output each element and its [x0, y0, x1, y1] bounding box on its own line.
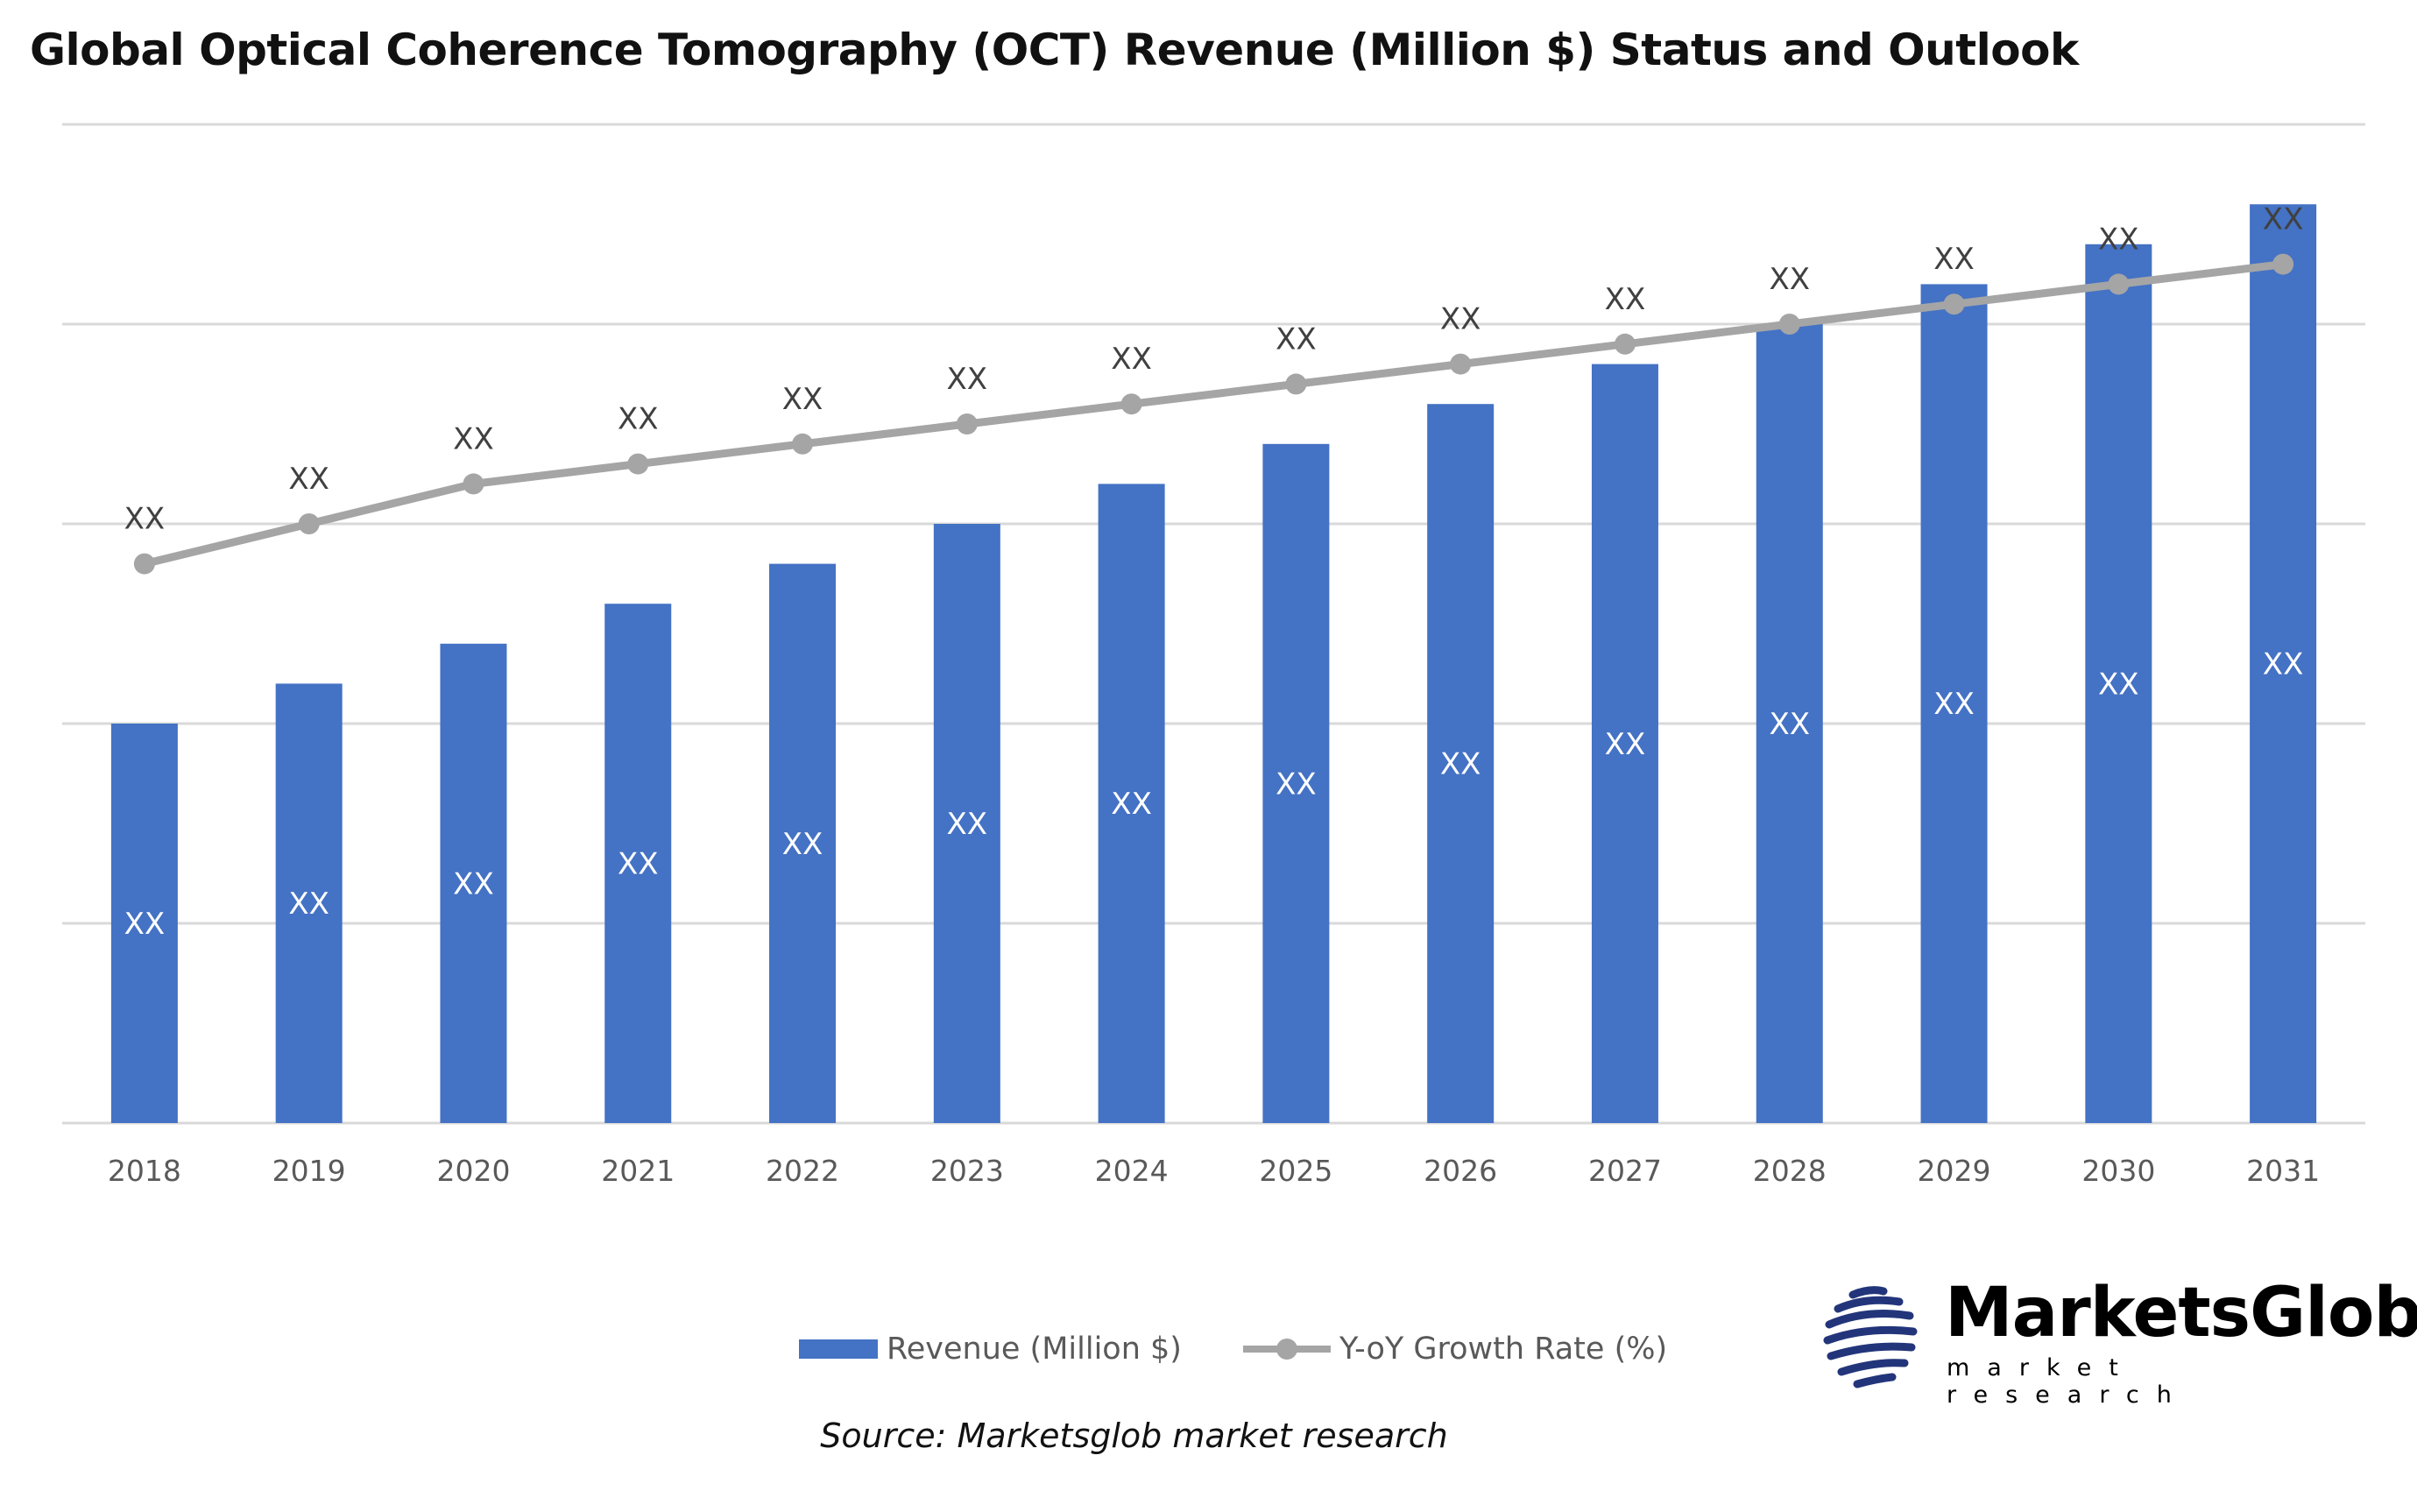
growth-point-2030 [2108, 273, 2130, 295]
legend-swatch-bar [799, 1339, 878, 1359]
bar-data-label: XX [1276, 767, 1317, 802]
bar-data-label: XX [1440, 747, 1481, 782]
bar-data-label: XX [618, 847, 659, 882]
x-tick-label: 2021 [601, 1154, 675, 1188]
x-tick-label: 2018 [108, 1154, 181, 1188]
bar-2018 [110, 724, 178, 1123]
growth-point-2022 [792, 433, 814, 455]
bar-data-label: XX [1605, 727, 1646, 762]
x-tick-label: 2029 [1918, 1154, 1991, 1188]
x-tick-label: 2025 [1259, 1154, 1332, 1188]
bar-2022 [769, 563, 837, 1123]
bar-2020 [440, 643, 507, 1123]
bar-data-label: XX [288, 887, 329, 922]
bar-2026 [1427, 404, 1495, 1123]
source-note: Source: Marketsglob market research [820, 1417, 1448, 1455]
line-data-label: XX [1276, 321, 1317, 357]
x-tick-label: 2019 [272, 1154, 346, 1188]
bar-2031 [2250, 204, 2317, 1124]
growth-point-2018 [133, 553, 155, 575]
x-tick-label: 2031 [2246, 1154, 2320, 1188]
bar-data-label: XX [2098, 667, 2139, 702]
x-tick-label: 2028 [1753, 1154, 1827, 1188]
bar-2023 [933, 524, 1000, 1123]
bar-2019 [275, 683, 343, 1123]
bar-2027 [1591, 364, 1658, 1124]
bar-data-label: XX [453, 866, 494, 901]
line-data-label: XX [1111, 342, 1152, 377]
bar-2021 [604, 604, 672, 1123]
bar-2028 [1756, 324, 1823, 1123]
line-data-label: XX [782, 382, 823, 417]
x-tick-label: 2027 [1588, 1154, 1662, 1188]
legend-label: Revenue (Million $) [887, 1332, 1182, 1367]
globe-icon [1823, 1286, 1918, 1388]
bar-data-label: XX [1933, 687, 1975, 722]
bar-data-label: XX [2263, 647, 2304, 682]
chart-title: Global Optical Coherence Tomography (OCT… [30, 25, 2079, 75]
line-data-label: XX [618, 402, 659, 437]
growth-point-2019 [298, 513, 320, 534]
growth-point-2024 [1120, 393, 1142, 415]
x-tick-label: 2026 [1424, 1154, 1497, 1188]
growth-point-2021 [627, 453, 649, 475]
legend: Revenue (Million $) Y-oY Growth Rate (%) [799, 1332, 1728, 1367]
bar-data-label: XX [1769, 707, 1810, 742]
growth-point-2026 [1450, 353, 1472, 375]
x-tick-label: 2024 [1095, 1154, 1169, 1188]
growth-point-2020 [463, 473, 484, 495]
logo: MarketsGlob market research [1822, 1274, 2417, 1409]
legend-swatch-line [1242, 1339, 1331, 1360]
line-data-label: XX [2098, 222, 2139, 257]
line-data-label: XX [947, 362, 988, 397]
bar-data-label: XX [782, 827, 823, 862]
line-data-label: XX [453, 421, 494, 456]
line-data-label: XX [1933, 242, 1975, 277]
bar-2025 [1262, 443, 1330, 1123]
line-data-label: XX [1769, 262, 1810, 297]
x-tick-label: 2030 [2081, 1154, 2155, 1188]
x-tick-label: 2022 [766, 1154, 839, 1188]
line-data-label: XX [288, 462, 329, 497]
logo-name: MarketsGlob [1945, 1274, 2417, 1353]
growth-point-2031 [2272, 253, 2294, 275]
growth-rate-line [143, 260, 2284, 568]
bar-data-label: XX [947, 807, 988, 842]
line-data-label: XX [124, 502, 166, 537]
bar-2030 [2085, 244, 2152, 1123]
line-data-label: XX [2263, 202, 2304, 237]
bar-2024 [1098, 484, 1165, 1123]
growth-point-2025 [1285, 373, 1307, 395]
growth-point-2028 [1778, 314, 1800, 335]
legend-item-growth: Y-oY Growth Rate (%) [1242, 1332, 1668, 1367]
legend-label: Y-oY Growth Rate (%) [1339, 1332, 1668, 1367]
growth-point-2023 [956, 413, 978, 435]
bar-data-label: XX [1111, 787, 1152, 822]
line-data-label: XX [1605, 282, 1646, 317]
bar-data-label: XX [124, 907, 166, 942]
x-tick-label: 2023 [930, 1154, 1004, 1188]
line-data-label: XX [1440, 302, 1481, 337]
x-tick-label: 2020 [436, 1154, 510, 1188]
bar-2029 [1920, 284, 1988, 1123]
logo-tagline: market research [1947, 1354, 2189, 1409]
growth-point-2029 [1943, 293, 1965, 315]
legend-item-revenue: Revenue (Million $) [799, 1332, 1182, 1367]
growth-point-2027 [1614, 333, 1636, 355]
